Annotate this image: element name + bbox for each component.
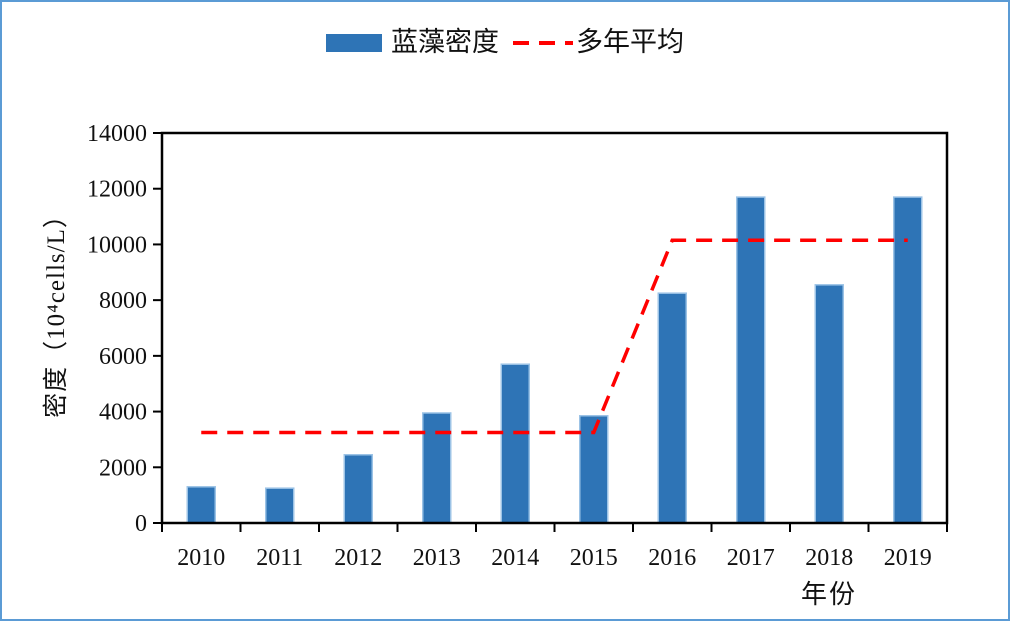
x-category-label: 2010 (177, 545, 225, 571)
y-axis-title: 密度（10⁴cells/L） (43, 202, 70, 418)
bar-2014 (500, 363, 530, 524)
x-category-label: 2018 (805, 545, 853, 571)
legend-bar-swatch-icon (326, 33, 382, 52)
bar-2017 (736, 196, 766, 524)
x-category-label: 2015 (570, 545, 618, 571)
x-category-label: 2016 (648, 545, 696, 571)
x-category-label: 2019 (884, 545, 932, 571)
legend-dashed-line-icon (513, 40, 573, 45)
bar-2010 (186, 486, 216, 524)
bar-2011 (265, 487, 295, 524)
chart-legend: 蓝藻密度 多年平均 (2, 29, 1008, 56)
bar-2016 (657, 292, 687, 524)
y-tick-label: 12000 (87, 177, 147, 203)
bar-2013 (422, 412, 452, 524)
legend-bar-label: 蓝藻密度 (391, 27, 499, 57)
y-tick-label: 0 (135, 511, 147, 537)
average-line (201, 238, 908, 435)
legend-line-label: 多年平均 (576, 27, 684, 57)
y-tick-label: 10000 (87, 232, 147, 258)
y-tick-label: 14000 (87, 121, 147, 147)
bar-2012 (343, 454, 373, 524)
x-axis-title: 年份 (800, 580, 858, 609)
y-tick-label: 8000 (99, 288, 147, 314)
x-category-label: 2011 (256, 545, 303, 571)
x-category-label: 2013 (413, 545, 461, 571)
y-tick-label: 4000 (99, 400, 147, 426)
bar-2018 (814, 284, 844, 524)
bar-2019 (893, 196, 923, 524)
x-category-label: 2017 (727, 545, 775, 571)
y-tick-label: 6000 (99, 344, 147, 370)
y-tick-label: 2000 (99, 455, 147, 481)
x-category-label: 2012 (334, 545, 382, 571)
x-category-label: 2014 (491, 545, 539, 571)
